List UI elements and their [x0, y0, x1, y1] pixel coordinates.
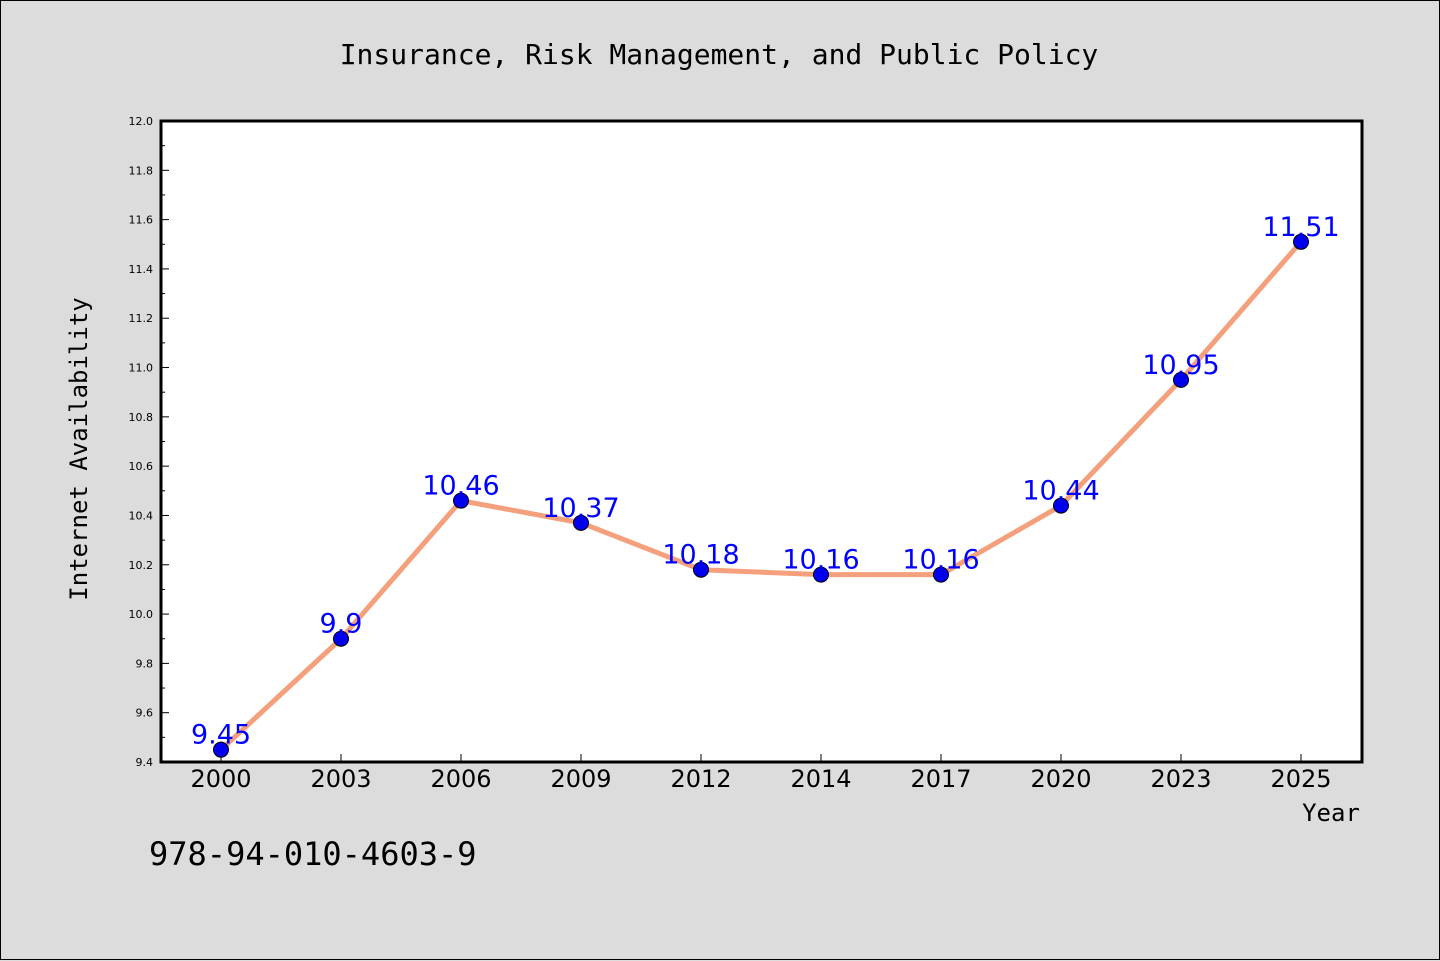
- data-label: 10.95: [1142, 350, 1219, 381]
- data-label: 9.45: [191, 720, 251, 751]
- data-point: [333, 630, 349, 647]
- y-tick-label: 11.6: [129, 214, 154, 227]
- data-label: 10.18: [662, 540, 739, 571]
- data-point: [573, 514, 589, 531]
- plot-area: [161, 121, 1362, 762]
- y-axis-ticks: 9.4 9.6 9.8 10.0 10.2 10.4 10.6 10.8 11.0 11.2 11.…: [129, 115, 169, 769]
- data-point: [1293, 233, 1309, 250]
- data-point: [213, 741, 229, 758]
- data-label: 10.37: [542, 493, 619, 524]
- data-point: [1053, 497, 1069, 514]
- y-axis-label: Internet Availability: [65, 297, 93, 600]
- series-line: [218, 239, 1304, 753]
- y-tick-label: 9.8: [136, 657, 154, 670]
- data-label: 10.44: [1022, 476, 1099, 507]
- data-point: [813, 566, 829, 583]
- y-tick-label: 9.4: [136, 756, 154, 769]
- data-point: [1173, 371, 1189, 388]
- plot-border: [159, 119, 1364, 764]
- y-tick-label: 11.4: [129, 263, 154, 276]
- data-label: 10.46: [422, 471, 499, 502]
- data-point: [693, 561, 709, 578]
- y-tick-label: 10.2: [129, 559, 154, 572]
- x-tick-label: 2009: [550, 765, 611, 793]
- y-tick-label: 11.8: [129, 164, 154, 177]
- y-tick-label: 10.6: [129, 460, 154, 473]
- y-tick-label: 11.2: [129, 312, 154, 325]
- x-axis-label: Year: [1302, 799, 1360, 827]
- x-tick-label: 2020: [1030, 765, 1091, 793]
- x-tick-label: 2023: [1150, 765, 1211, 793]
- data-label: 10.16: [782, 545, 859, 576]
- x-tick-label: 2006: [430, 765, 491, 793]
- x-tick-label: 2017: [910, 765, 971, 793]
- y-tick-label: 10.0: [129, 608, 154, 621]
- x-tick-label: 2000: [190, 765, 251, 793]
- y-tick-label: 12.0: [129, 115, 154, 128]
- data-point: [933, 566, 949, 583]
- x-tick-label: 2012: [670, 765, 731, 793]
- data-points: [213, 233, 1309, 758]
- y-tick-label: 11.0: [129, 362, 154, 375]
- y-tick-label: 9.6: [136, 707, 154, 720]
- y-tick-label: 10.4: [129, 509, 154, 522]
- x-tick-label: 2003: [310, 765, 371, 793]
- x-tick-label: 2025: [1270, 765, 1331, 793]
- chart-title: Insurance, Risk Management, and Public P…: [340, 38, 1099, 71]
- data-point: [453, 492, 469, 509]
- y-tick-label: 10.8: [129, 411, 154, 424]
- x-tick-label: 2014: [790, 765, 851, 793]
- data-labels: 9.45 9.9 10.46 10.37 10.18 10.16 10.16 10.44 10.…: [191, 212, 1340, 751]
- data-label: 9.9: [320, 609, 363, 640]
- x-axis-ticks: 2000 2003 2006 2009 2012 2014 2017 2020 2023 2025: [190, 754, 1332, 793]
- isbn-text: 978-94-010-4603-9: [149, 835, 477, 873]
- data-label: 11.51: [1262, 212, 1339, 243]
- data-label: 10.16: [902, 545, 979, 576]
